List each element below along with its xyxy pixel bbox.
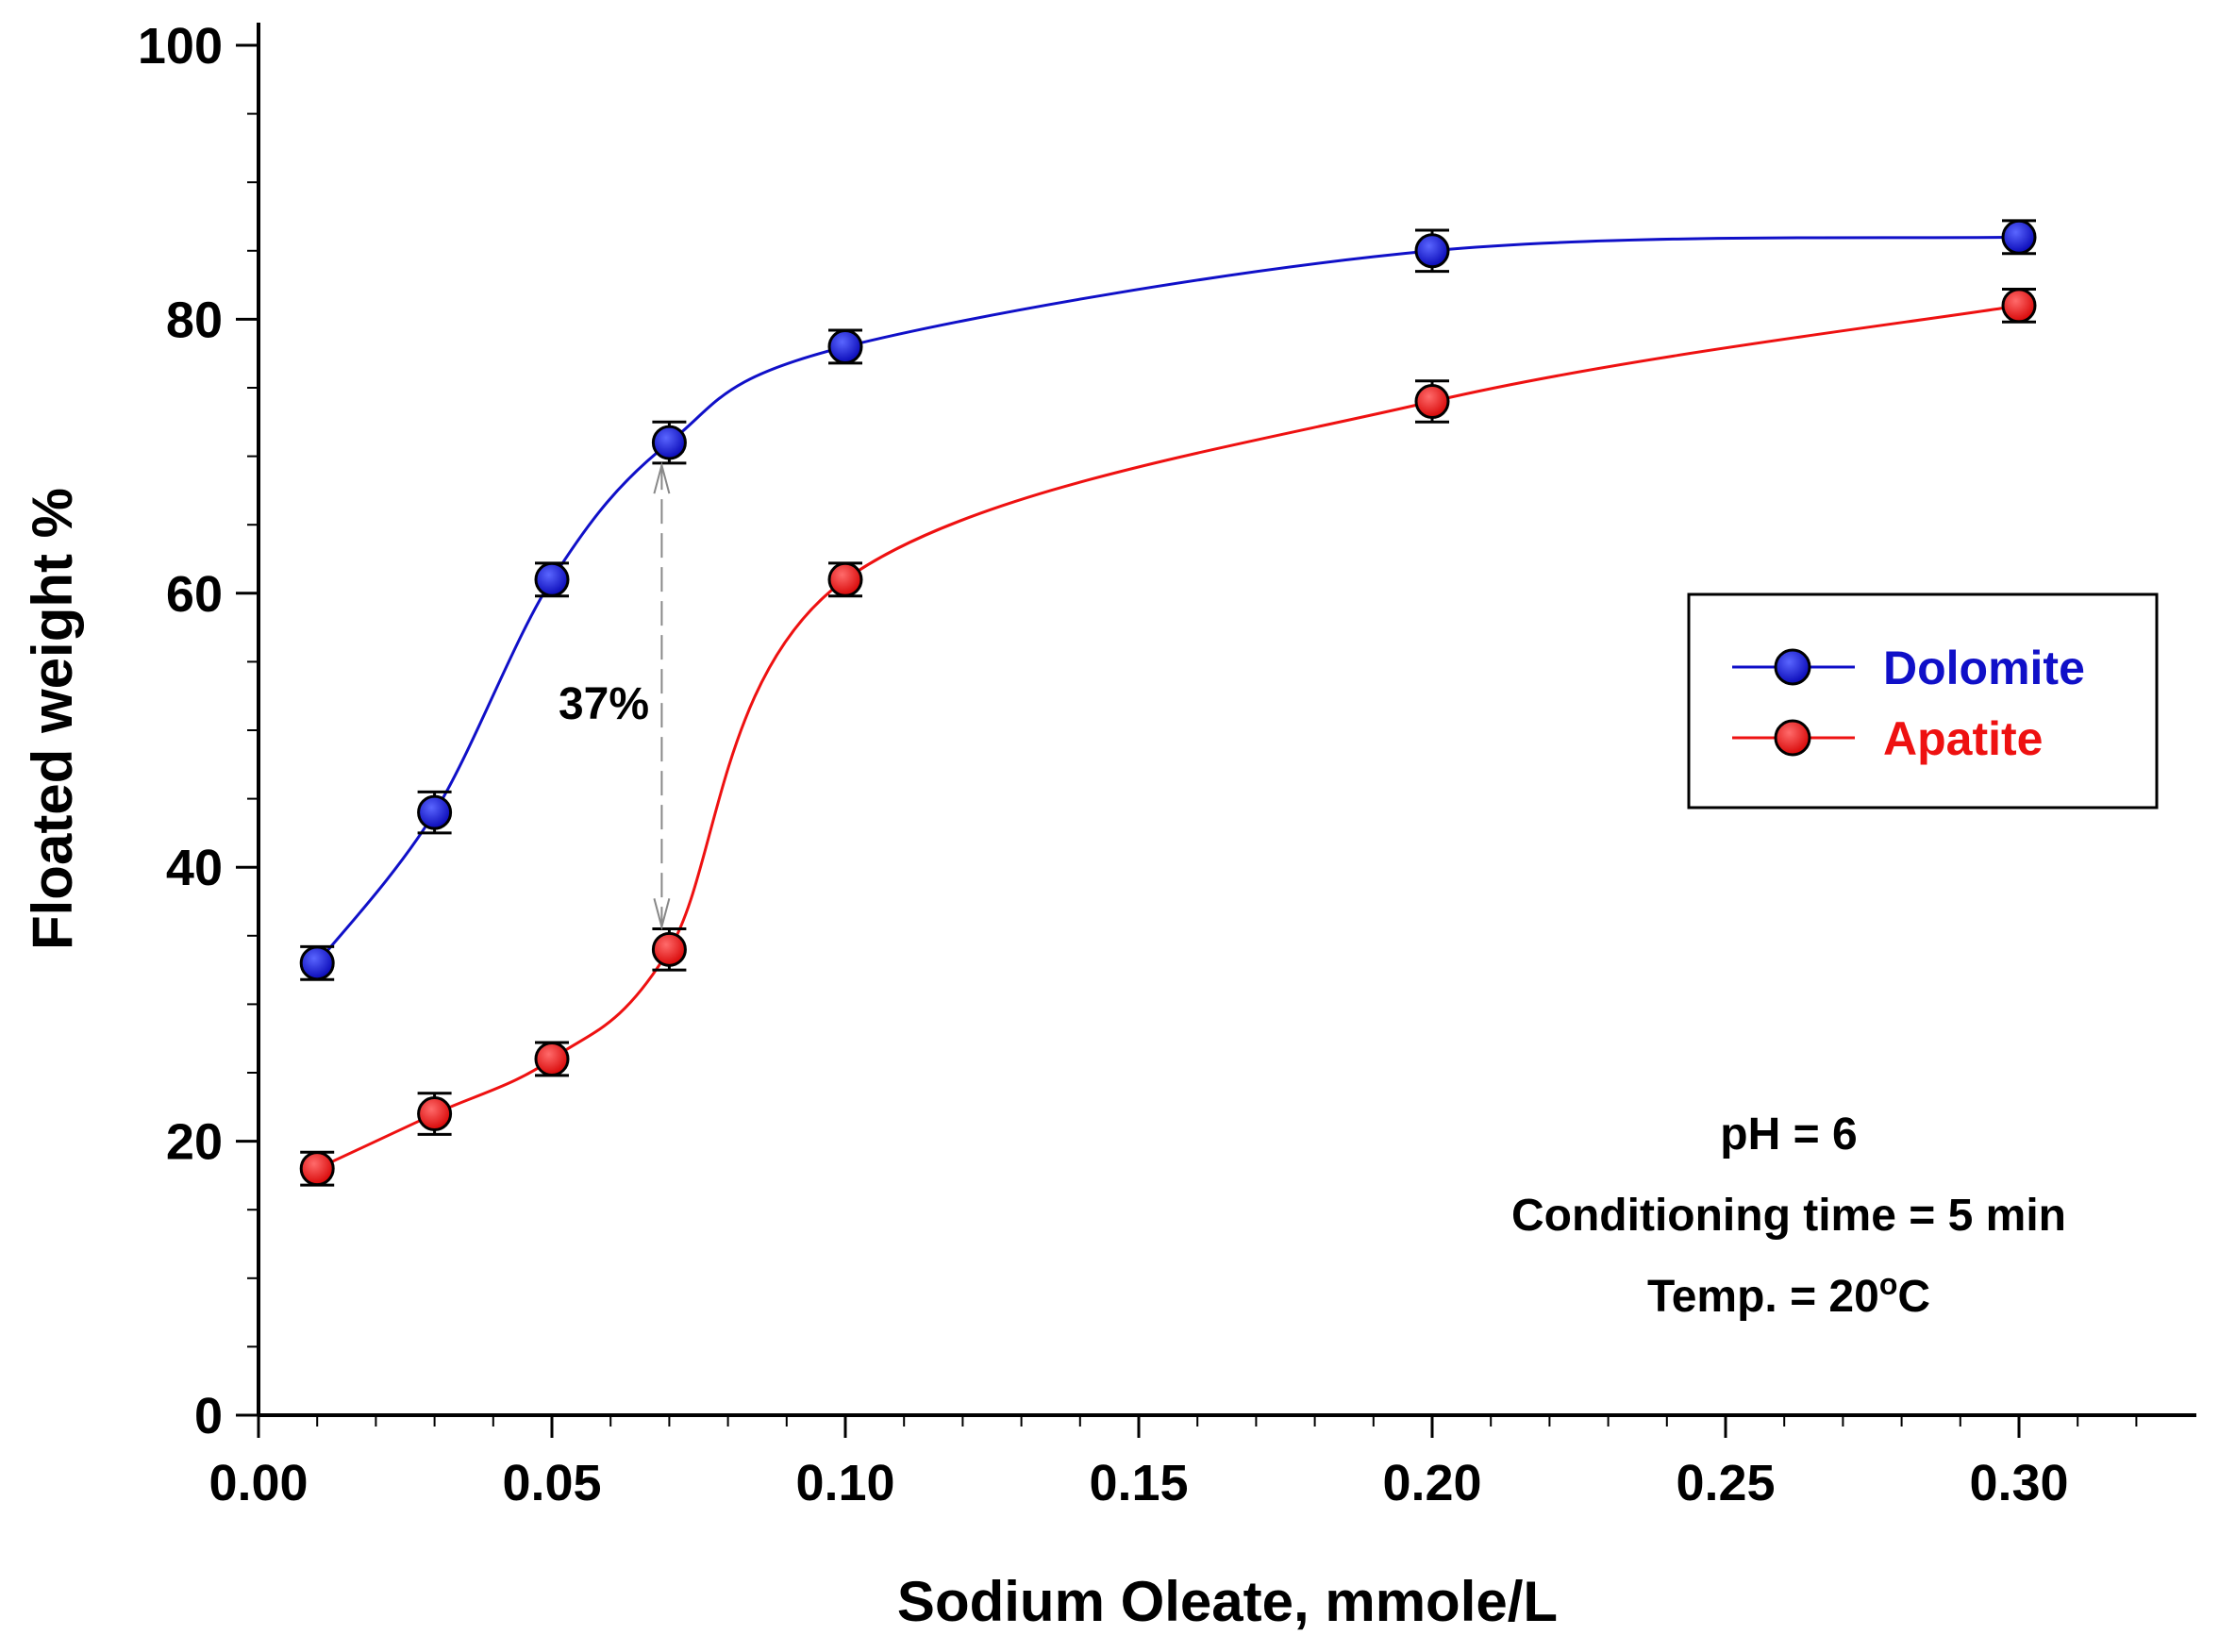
legend-label-apatite: Apatite — [1883, 712, 2043, 765]
temp-suffix: C — [1897, 1272, 1930, 1322]
y-tick-label: 100 — [138, 18, 223, 75]
data-point-dolomite — [534, 561, 570, 597]
series-layer — [299, 219, 2037, 1187]
x-tick-label: 0.00 — [209, 1455, 308, 1511]
data-point-apatite — [1414, 384, 1450, 420]
series-line-dolomite — [316, 235, 2020, 964]
difference-annotation: 37% — [559, 461, 671, 931]
temp-prefix: Temp. = 20 — [1647, 1272, 1879, 1322]
data-point-dolomite — [651, 425, 687, 460]
y-tick-label: 40 — [166, 840, 223, 896]
condition-temperature: Temp. = 20oC — [1647, 1267, 1930, 1322]
x-axis-ticks: 0.00 0.05 0.10 0.15 0.20 0.25 0.30 — [209, 1415, 2138, 1511]
data-point-apatite — [827, 561, 863, 597]
data-point-apatite — [417, 1096, 453, 1132]
condition-conditioning-time: Conditioning time = 5 min — [1511, 1191, 2066, 1241]
data-point-dolomite — [2001, 219, 2037, 255]
legend-label-dolomite: Dolomite — [1883, 642, 2085, 694]
condition-ph: pH = 6 — [1720, 1110, 1857, 1160]
y-tick-label: 60 — [166, 566, 223, 623]
y-axis-ticks: 0 20 40 60 80 100 — [138, 18, 259, 1444]
x-tick-label: 0.25 — [1676, 1455, 1775, 1511]
y-tick-label: 20 — [166, 1114, 223, 1171]
legend-marker-dolomite — [1774, 648, 1811, 686]
data-point-dolomite — [417, 794, 453, 830]
x-tick-label: 0.20 — [1382, 1455, 1481, 1511]
data-point-dolomite — [827, 328, 863, 364]
data-point-apatite — [651, 931, 687, 967]
series-line-apatite — [316, 304, 2020, 1170]
legend-box — [1687, 592, 2159, 809]
legend-marker-apatite — [1774, 719, 1811, 757]
y-tick-label: 80 — [166, 292, 223, 348]
x-tick-label: 0.05 — [502, 1455, 601, 1511]
y-axis-title: Floated weight % — [21, 488, 84, 950]
y-tick-label: 0 — [194, 1388, 223, 1444]
x-tick-label: 0.10 — [795, 1455, 894, 1511]
legend: Dolomite Apatite — [1687, 592, 2159, 809]
temp-superscript: o — [1879, 1267, 1898, 1301]
data-point-apatite — [299, 1151, 335, 1187]
difference-label: 37% — [559, 679, 649, 729]
data-point-dolomite — [1414, 233, 1450, 269]
data-point-dolomite — [299, 945, 335, 981]
difference-arrowhead-bottom — [653, 898, 671, 931]
data-point-apatite — [2001, 288, 2037, 324]
x-axis-title: Sodium Oleate, mmole/L — [897, 1570, 1558, 1633]
data-point-apatite — [534, 1041, 570, 1076]
x-tick-label: 0.15 — [1089, 1455, 1188, 1511]
conditions-annotation: pH = 6 Conditioning time = 5 min Temp. =… — [1511, 1110, 2066, 1322]
x-tick-label: 0.30 — [1969, 1455, 2068, 1511]
difference-arrowhead-top — [653, 461, 671, 494]
